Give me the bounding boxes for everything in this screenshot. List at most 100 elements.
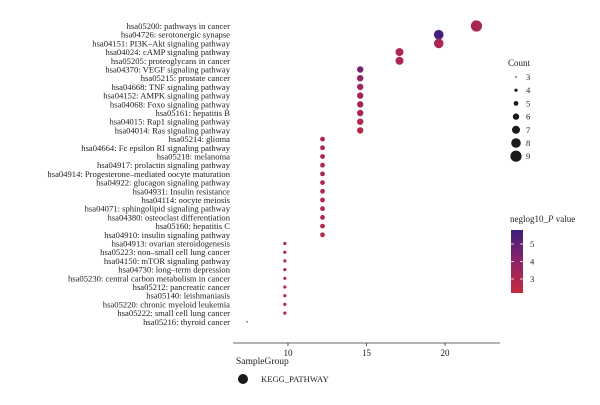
y-tick-label: hsa04370: VEGF signaling pathway [105, 65, 230, 75]
data-point [320, 232, 325, 238]
y-tick-label: hsa05230: central carbon metabolism in c… [68, 273, 230, 283]
size-legend-label: 5 [526, 98, 530, 108]
color-legend-label: 5 [530, 239, 534, 249]
data-point [283, 294, 287, 298]
data-point [357, 75, 364, 82]
data-point [357, 118, 364, 125]
y-tick-label: hsa04024: cAMP signaling pathway [105, 47, 230, 57]
y-tick-label: hsa04914: Progesterone–mediated oocyte m… [47, 169, 230, 179]
y-tick-label: hsa05223: non–small cell lung cancer [100, 247, 230, 257]
size-legend-label: 7 [526, 125, 531, 135]
y-tick-label: hsa05161: hepatitis B [156, 108, 231, 118]
size-legend-dot [514, 88, 518, 92]
size-legend-dot [513, 101, 519, 106]
y-tick-label: hsa04668: TNF signaling pathway [112, 82, 231, 92]
color-legend-label: 4 [530, 257, 535, 267]
y-tick-label: hsa04152: AMPK signaling pathway [103, 91, 230, 101]
group-legend-title: SampleGroup [236, 357, 289, 367]
data-point [283, 241, 287, 246]
group-legend: SampleGroup KEGG_PATHWAY [236, 357, 329, 384]
data-point [433, 29, 444, 40]
data-point [395, 48, 404, 57]
data-point [357, 101, 364, 108]
group-legend-key [238, 374, 248, 384]
data-point [357, 127, 364, 134]
data-point [283, 302, 287, 306]
y-tick-label: hsa04380: osteoclast differentiation [107, 212, 230, 222]
size-legend-dot [512, 113, 520, 120]
data-point [320, 197, 325, 203]
x-tick-label: 10 [283, 348, 293, 358]
y-tick-label: hsa04015: Rap1 signaling pathway [109, 117, 230, 127]
y-tick-label: hsa04664: Fc epsilon RI signaling pathwa… [81, 143, 230, 153]
y-tick-label: hsa05160: hepatitis C [156, 221, 231, 231]
data-point [320, 154, 325, 159]
y-tick-label: hsa04114: oocyte meiosis [142, 195, 231, 205]
data-point [283, 285, 287, 289]
y-tick-label: hsa04931: Insulin resistance [133, 186, 231, 196]
data-point [395, 56, 404, 65]
data-point [357, 92, 364, 99]
data-point [283, 311, 287, 315]
group-legend-label: KEGG_PATHWAY [261, 374, 329, 384]
y-tick-label: hsa04913: ovarian steroidogenesis [112, 239, 231, 249]
data-point [320, 171, 325, 177]
size-legend-items: 3 4 5 6 7 8 9 [510, 72, 531, 162]
y-tick-label: hsa04068: Foxo signaling pathway [110, 99, 231, 109]
y-tick-label: hsa05216: thyroid cancer [143, 317, 230, 327]
y-tick-label: hsa04014: Ras signaling pathway [115, 125, 231, 135]
data-point [283, 276, 287, 280]
size-legend-label: 6 [526, 112, 531, 122]
y-tick-label: hsa05200: pathways in cancer [127, 21, 230, 31]
x-tick-label: 15 [362, 348, 372, 358]
data-point [320, 162, 325, 168]
data-point [246, 321, 248, 323]
y-tick-label: hsa04922: glucagon signaling pathway [96, 178, 231, 188]
plot-area: 10 15 20 hsa05200: pathways in cancerhsa04… [47, 20, 500, 358]
color-legend-bar [511, 230, 523, 293]
data-point [283, 250, 287, 254]
size-legend-label: 8 [526, 138, 530, 148]
y-tick-label: hsa05222: small cell lung cancer [117, 308, 230, 318]
data-point [283, 259, 287, 263]
y-tick-label: hsa05220: chronic myeloid leukemia [103, 299, 230, 309]
y-tick-label: hsa05205: proteoglycans in cancer [111, 56, 230, 66]
data-point [320, 136, 325, 142]
data-point [357, 83, 364, 91]
y-tick-label: hsa05218: melanoma [157, 152, 230, 162]
data-point [320, 145, 325, 151]
size-legend-title: Count [508, 58, 531, 68]
size-legend-dot [510, 150, 522, 162]
size-legend-dot [515, 76, 517, 78]
color-legend-label: 3 [530, 274, 534, 284]
x-ticks: 10 15 20 [283, 343, 450, 358]
y-tick-label: hsa04071: sphingolipid signaling pathway [85, 204, 231, 214]
points [246, 20, 483, 323]
size-legend-label: 9 [526, 151, 530, 161]
data-point [320, 223, 325, 229]
y-tick-label: hsa04917: prolactin signaling pathway [97, 160, 231, 170]
data-point [433, 38, 444, 49]
y-tick-label: hsa04150: mTOR signaling pathway [104, 256, 231, 266]
y-tick-label: hsa04151: PI3K–Akt signaling pathway [92, 38, 230, 48]
x-tick-label: 20 [441, 348, 451, 358]
y-tick-label: hsa05212: pancreatic cancer [133, 282, 230, 292]
data-point [470, 20, 483, 32]
color-legend: neglog10_P value 5 4 3 [510, 214, 575, 293]
size-legend-label: 4 [526, 85, 531, 95]
y-tick-label: hsa05214: glioma [169, 134, 231, 144]
data-point [283, 268, 287, 272]
size-legend: Count 3 4 5 6 7 8 9 [508, 58, 531, 162]
color-legend-ticks: 5 4 3 [511, 239, 535, 284]
data-point [320, 180, 325, 186]
data-point [357, 66, 364, 73]
size-legend-dot [512, 125, 520, 134]
y-tick-label: hsa04730: long–term depression [118, 265, 230, 275]
data-point [320, 215, 325, 220]
y-tick-label: hsa04910: insulin signaling pathway [104, 230, 230, 240]
size-legend-dot [511, 138, 521, 148]
data-point [320, 188, 325, 194]
data-point [320, 206, 325, 212]
